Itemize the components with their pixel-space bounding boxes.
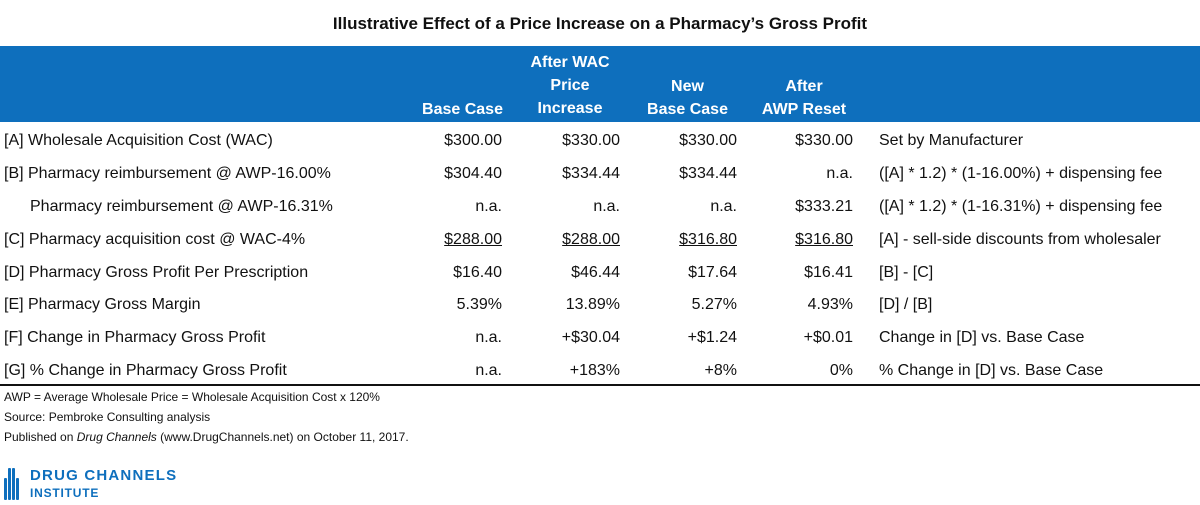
row-label: [B] Pharmacy reimbursement @ AWP-16.00%: [4, 165, 331, 182]
logo-text-line1: DRUG CHANNELS: [30, 467, 178, 484]
table-row: [G] % Change in Pharmacy Gross Profit n.…: [0, 355, 1200, 387]
col-header-after-wac-price-increase: After WAC Price Increase: [530, 54, 610, 117]
cell-formula: % Change in [D] vs. Base Case: [879, 362, 1104, 379]
cell-base-case: $304.40: [444, 165, 502, 182]
logo-bars-icon: [4, 468, 19, 500]
cell-formula: ([A] * 1.2) * (1-16.31%) + dispensing fe…: [879, 198, 1163, 215]
source-note: Source: Pembroke Consulting analysis: [4, 410, 211, 424]
row-label: [F] Change in Pharmacy Gross Profit: [4, 329, 266, 346]
cell-new-base: n.a.: [710, 198, 737, 215]
cell-new-base: +$1.24: [687, 329, 737, 346]
logo-text-line2: INSTITUTE: [30, 486, 100, 500]
cell-new-base: +8%: [704, 362, 737, 379]
cell-base-case: n.a.: [475, 362, 502, 379]
table-row: [A] Wholesale Acquisition Cost (WAC) $30…: [0, 125, 1200, 157]
table-row: [B] Pharmacy reimbursement @ AWP-16.00% …: [0, 158, 1200, 190]
col-header-new-base-case: New Base Case: [647, 78, 728, 118]
row-label: [D] Pharmacy Gross Profit Per Prescripti…: [4, 264, 309, 281]
cell-after-awp: 0%: [829, 362, 853, 379]
cell-after-awp: $330.00: [795, 132, 853, 149]
cell-new-base: $330.00: [679, 132, 737, 149]
table-row: [C] Pharmacy acquisition cost @ WAC-4% $…: [0, 224, 1200, 256]
cell-after-wac: +$30.04: [561, 329, 620, 346]
cell-formula: ([A] * 1.2) * (1-16.00%) + dispensing fe…: [879, 165, 1163, 182]
cell-new-base: 5.27%: [691, 296, 737, 313]
awp-definition-note: AWP = Average Wholesale Price = Wholesal…: [4, 390, 380, 404]
col-header-base-case: Base Case: [422, 101, 503, 118]
table-header: Base Case After WAC Price Increase New B…: [0, 46, 1200, 122]
published-note: Published on Drug Channels (www.DrugChan…: [4, 430, 409, 444]
cell-base-case: 5.39%: [456, 296, 502, 313]
row-label: [E] Pharmacy Gross Margin: [4, 296, 201, 313]
drug-channels-institute-logo: DRUG CHANNELS INSTITUTE: [4, 466, 204, 502]
cell-formula: Change in [D] vs. Base Case: [879, 329, 1085, 346]
table-row: [E] Pharmacy Gross Margin 5.39% 13.89% 5…: [0, 289, 1200, 321]
col-header-after-awp-reset: After AWP Reset: [761, 78, 847, 118]
cell-after-wac: $330.00: [562, 132, 620, 149]
cell-after-awp: $316.80: [795, 231, 853, 248]
cell-base-case: n.a.: [475, 198, 502, 215]
cell-after-wac: 13.89%: [565, 296, 620, 313]
table-row: [F] Change in Pharmacy Gross Profit n.a.…: [0, 322, 1200, 354]
cell-base-case: n.a.: [475, 329, 502, 346]
row-label: [G] % Change in Pharmacy Gross Profit: [4, 362, 287, 379]
row-label: [A] Wholesale Acquisition Cost (WAC): [4, 132, 273, 149]
row-label: [C] Pharmacy acquisition cost @ WAC-4%: [4, 231, 306, 248]
cell-base-case: $16.40: [453, 264, 502, 281]
cell-formula: [B] - [C]: [879, 264, 934, 281]
table-row: [D] Pharmacy Gross Profit Per Prescripti…: [0, 257, 1200, 289]
cell-after-wac: $334.44: [562, 165, 620, 182]
cell-formula: [A] - sell-side discounts from wholesale…: [879, 231, 1161, 248]
cell-new-base: $334.44: [679, 165, 737, 182]
cell-base-case: $300.00: [444, 132, 502, 149]
cell-after-wac: $288.00: [562, 231, 620, 248]
publication-name: Drug Channels: [76, 430, 157, 444]
row-label: Pharmacy reimbursement @ AWP-16.31%: [30, 198, 333, 215]
table-row: Pharmacy reimbursement @ AWP-16.31% n.a.…: [0, 191, 1200, 223]
cell-after-awp: 4.93%: [807, 296, 853, 313]
cell-formula: Set by Manufacturer: [879, 132, 1024, 149]
cell-formula: [D] / [B]: [879, 296, 933, 313]
cell-base-case: $288.00: [444, 231, 502, 248]
cell-after-wac: $46.44: [571, 264, 620, 281]
cell-after-awp: +$0.01: [803, 329, 853, 346]
cell-after-awp: $16.41: [804, 264, 853, 281]
cell-after-wac: +183%: [569, 362, 620, 379]
table-bottom-rule: [0, 384, 1200, 386]
cell-new-base: $17.64: [688, 264, 737, 281]
cell-after-wac: n.a.: [593, 198, 620, 215]
cell-after-awp: $333.21: [795, 198, 853, 215]
cell-after-awp: n.a.: [826, 165, 853, 182]
table-title: Illustrative Effect of a Price Increase …: [332, 14, 868, 33]
cell-new-base: $316.80: [679, 231, 737, 248]
